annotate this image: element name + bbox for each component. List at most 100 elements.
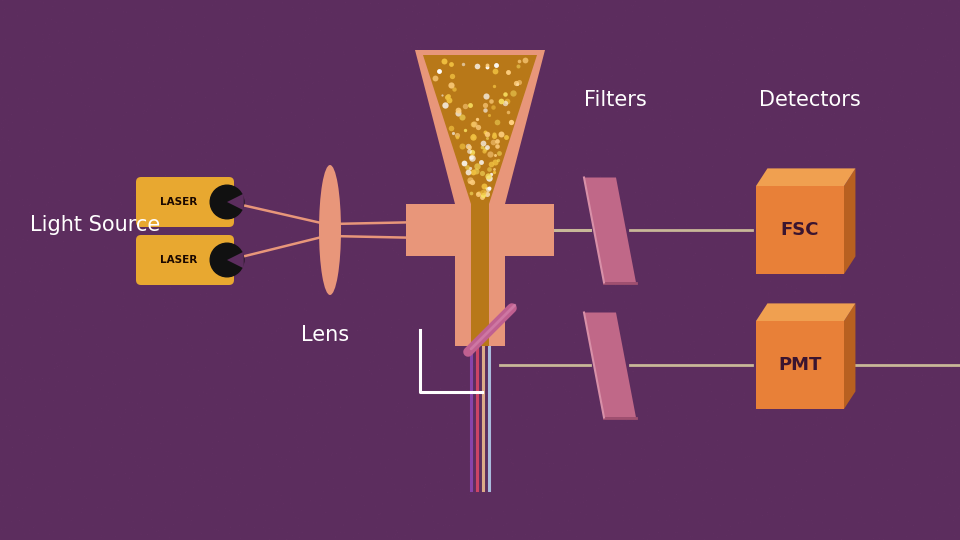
Point — [575, 78, 590, 86]
Point — [755, 447, 770, 456]
Point — [660, 87, 675, 96]
Point — [149, 443, 164, 452]
Point — [589, 489, 605, 498]
Point — [63, 262, 79, 271]
Point — [540, 90, 555, 98]
Point — [230, 56, 246, 64]
Point — [601, 308, 616, 316]
Point — [346, 206, 361, 215]
Point — [564, 509, 579, 518]
Point — [242, 500, 257, 509]
Point — [481, 528, 496, 536]
Point — [81, 352, 96, 361]
Point — [736, 407, 752, 415]
Point — [552, 146, 567, 155]
Point — [267, 205, 282, 213]
Point — [234, 282, 250, 291]
Point — [661, 98, 677, 107]
Point — [511, 465, 526, 474]
Point — [417, 17, 432, 25]
Point — [627, 472, 642, 481]
Point — [403, 276, 419, 285]
Point — [618, 60, 634, 69]
Point — [591, 119, 607, 127]
Point — [136, 91, 152, 99]
Point — [807, 321, 823, 330]
Point — [132, 345, 147, 354]
Point — [503, 206, 518, 214]
Point — [952, 111, 960, 120]
Point — [445, 433, 461, 442]
Point — [519, 354, 535, 363]
Point — [218, 31, 233, 40]
Point — [358, 83, 373, 92]
Point — [897, 43, 912, 52]
Point — [12, 176, 27, 185]
Point — [782, 167, 798, 176]
Point — [314, 521, 329, 530]
Point — [502, 317, 517, 326]
Point — [635, 445, 650, 454]
Point — [625, 150, 640, 158]
Point — [846, 287, 861, 295]
Point — [174, 449, 189, 458]
Point — [42, 52, 58, 61]
Point — [603, 343, 618, 352]
Point — [684, 146, 700, 155]
Point — [0, 246, 15, 254]
Point — [149, 130, 164, 138]
Point — [626, 256, 641, 265]
Point — [808, 421, 824, 429]
Point — [792, 394, 807, 403]
Point — [214, 58, 229, 66]
Point — [401, 0, 417, 6]
Point — [827, 245, 842, 254]
Point — [184, 343, 200, 352]
Point — [523, 415, 539, 424]
Point — [784, 235, 800, 244]
Point — [324, 262, 339, 271]
Point — [526, 134, 541, 143]
Point — [447, 426, 463, 435]
Point — [297, 98, 312, 107]
Point — [157, 483, 173, 492]
Point — [514, 476, 529, 485]
Point — [349, 326, 365, 335]
Point — [827, 191, 842, 200]
Point — [395, 265, 410, 274]
Point — [31, 150, 46, 158]
Circle shape — [210, 185, 244, 219]
Point — [542, 233, 558, 242]
Point — [602, 256, 617, 265]
Point — [249, 284, 264, 293]
Point — [628, 1, 643, 10]
Point — [212, 496, 228, 505]
Point — [590, 514, 606, 523]
Point — [132, 205, 148, 214]
Point — [452, 361, 468, 370]
Point — [250, 313, 265, 322]
Point — [519, 488, 535, 496]
Point — [126, 243, 141, 252]
Point — [766, 108, 781, 117]
Point — [11, 440, 26, 448]
Point — [224, 418, 239, 427]
Point — [568, 84, 584, 92]
Point — [750, 42, 765, 50]
Point — [357, 212, 372, 220]
Point — [389, 252, 404, 260]
Point — [64, 332, 80, 341]
Point — [732, 506, 748, 515]
Point — [369, 523, 384, 532]
Point — [818, 184, 833, 192]
Point — [148, 214, 163, 223]
Point — [470, 493, 486, 502]
Point — [330, 484, 346, 493]
Point — [490, 68, 505, 77]
Point — [540, 0, 556, 8]
Point — [617, 14, 633, 22]
Point — [65, 64, 81, 72]
Point — [946, 516, 960, 525]
Point — [776, 379, 791, 387]
Point — [156, 422, 171, 430]
